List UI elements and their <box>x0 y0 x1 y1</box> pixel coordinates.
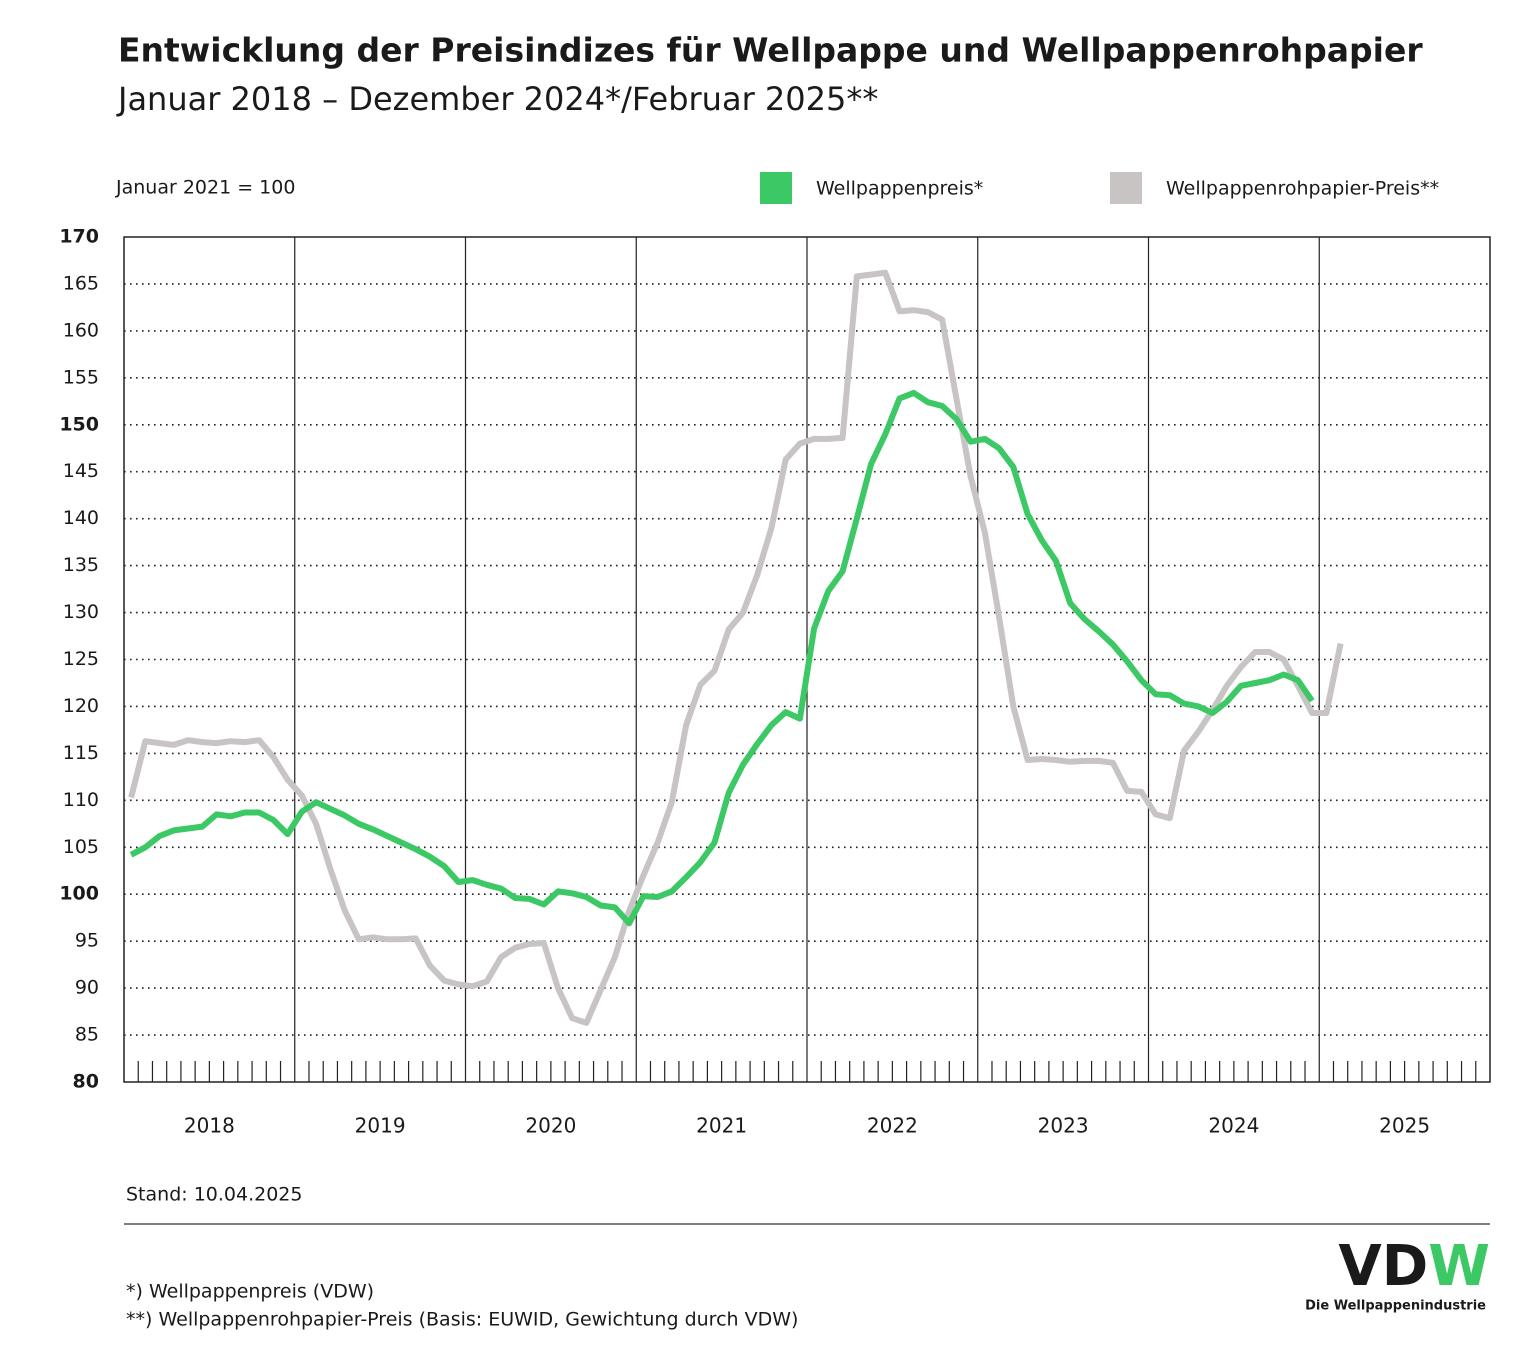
y-tick-label: 155 <box>63 366 99 388</box>
footnote: **) Wellpappenrohpapier-Preis (Basis: EU… <box>126 1309 798 1331</box>
y-tick-label: 110 <box>63 789 99 811</box>
logo: VDW <box>1338 1234 1490 1299</box>
x-group-label: 2019 <box>355 1114 406 1138</box>
x-group-label: 2025 <box>1379 1114 1430 1138</box>
chart-title: Entwicklung der Preisindizes für Wellpap… <box>118 31 1423 70</box>
logo-tagline: Die Wellpappenindustrie <box>1305 1299 1486 1314</box>
x-group-label: 2020 <box>525 1114 576 1138</box>
y-tick-label: 120 <box>63 695 99 717</box>
y-tick-label: 150 <box>59 413 99 435</box>
x-group-label: 2024 <box>1208 1114 1259 1138</box>
y-tick-label: 145 <box>63 460 99 482</box>
y-tick-label: 115 <box>63 742 99 764</box>
legend-swatch <box>1110 172 1142 204</box>
y-tick-label: 125 <box>63 648 99 670</box>
y-tick-label: 100 <box>59 883 99 905</box>
y-tick-label: 140 <box>63 507 99 529</box>
y-tick-label: 95 <box>75 930 99 952</box>
logo-right: W <box>1428 1234 1490 1299</box>
series-line <box>128 269 1344 1026</box>
y-tick-label: 170 <box>59 226 99 248</box>
y-tick-label: 85 <box>75 1024 99 1046</box>
logo-left: VD <box>1338 1234 1428 1299</box>
chart-subtitle: Januar 2018 – Dezember 2024*/Februar 202… <box>116 80 878 118</box>
note: Stand: 10.04.2025 <box>126 1184 302 1206</box>
legend-label: Wellpappenrohpapier-Preis** <box>1166 178 1439 200</box>
y-tick-label: 90 <box>75 977 99 999</box>
y-tick-label: 130 <box>63 601 99 623</box>
x-group-label: 2018 <box>184 1114 235 1138</box>
axis-note: Januar 2021 = 100 <box>115 177 295 199</box>
y-tick-label: 160 <box>63 319 99 341</box>
series-line <box>129 389 1315 927</box>
y-tick-label: 105 <box>63 836 99 858</box>
y-tick-label: 135 <box>63 554 99 576</box>
footnote: *) Wellpappenpreis (VDW) <box>126 1281 374 1303</box>
legend-swatch <box>760 172 792 204</box>
x-group-label: 2022 <box>867 1114 918 1138</box>
plot-frame <box>123 236 1491 1083</box>
y-tick-label: 80 <box>73 1071 99 1093</box>
legend-label: Wellpappenpreis* <box>816 178 983 200</box>
x-group-label: 2023 <box>1038 1114 1089 1138</box>
y-tick-label: 165 <box>63 272 99 294</box>
x-group-label: 2021 <box>696 1114 747 1138</box>
